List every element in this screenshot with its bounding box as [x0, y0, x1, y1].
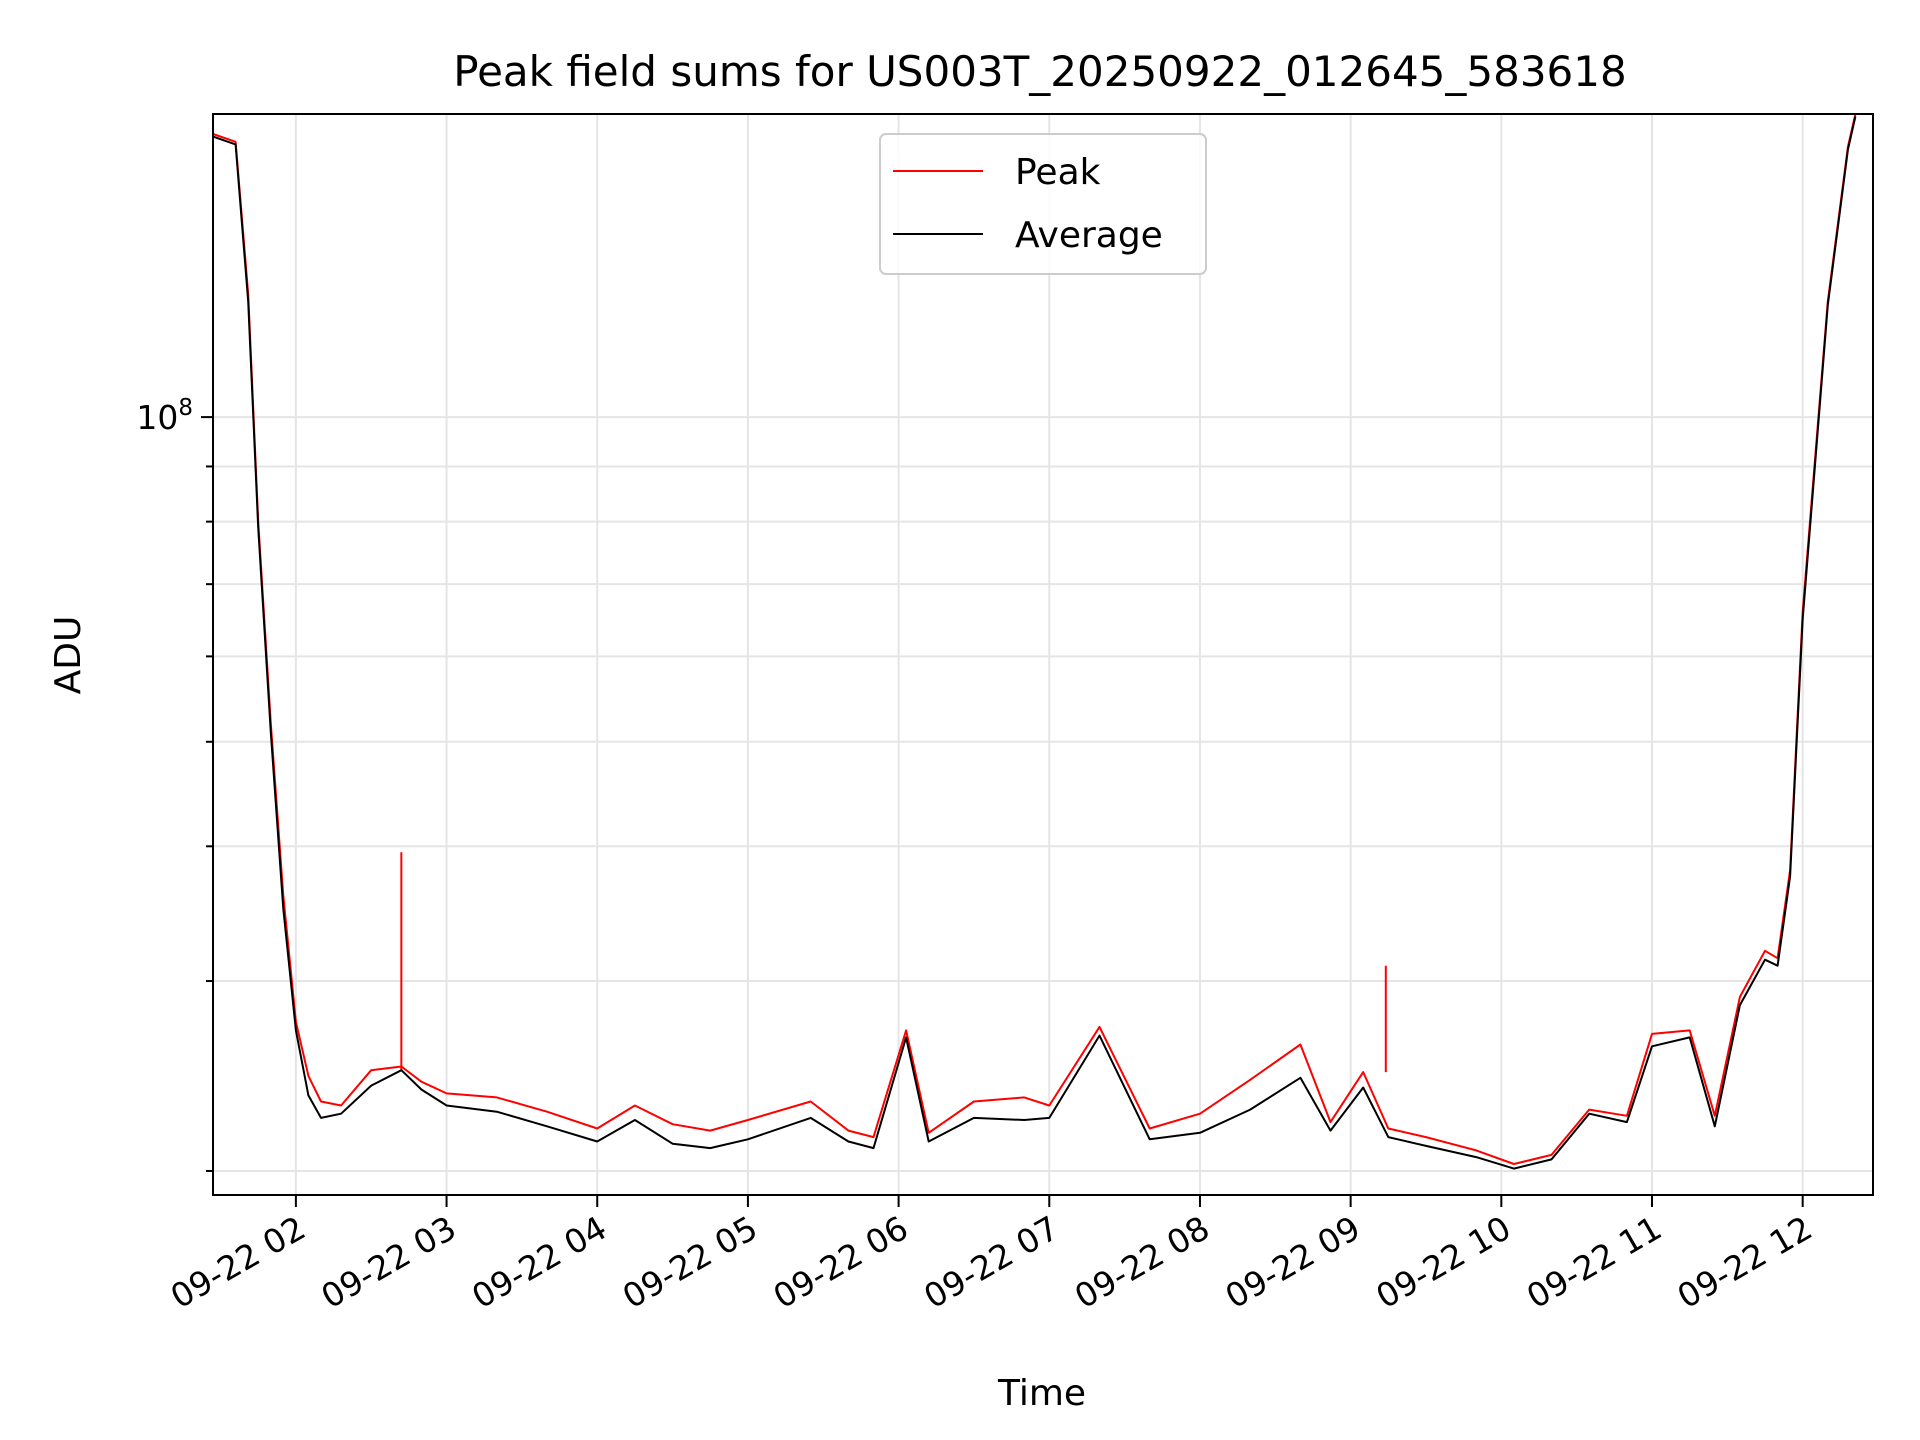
legend-label-average: Average: [1015, 215, 1163, 256]
x-axis-label: Time: [997, 1373, 1086, 1414]
series-line-average: [212, 116, 1857, 1170]
legend-box: [879, 133, 1207, 275]
series-layer: [212, 113, 1857, 1170]
legend: Peak Average: [879, 133, 1207, 275]
grid: [213, 114, 1873, 1195]
plot-frame: [212, 113, 1874, 1196]
series-peak: [212, 113, 1857, 1165]
y-axis-label: ADU: [48, 616, 89, 695]
y-tick-label: 108: [136, 395, 193, 437]
legend-label-peak: Peak: [1015, 152, 1101, 193]
series-line-peak: [212, 113, 1857, 1165]
chart-title: Peak field sums for US003T_20250922_0126…: [453, 47, 1626, 96]
series-average: [212, 116, 1857, 1170]
